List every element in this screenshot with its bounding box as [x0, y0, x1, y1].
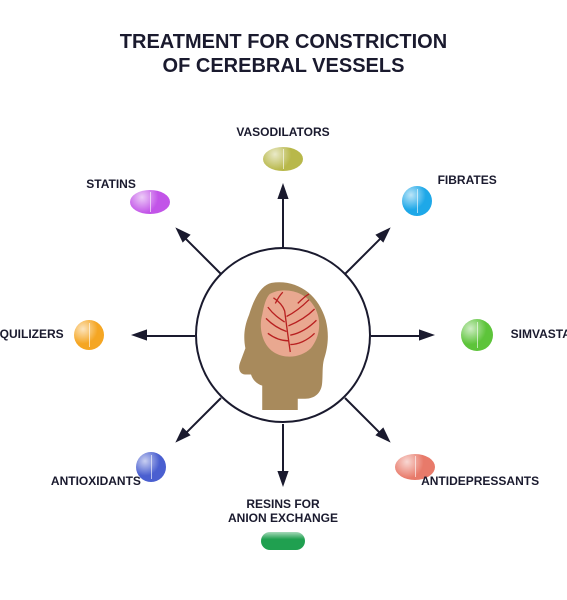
arrow [139, 335, 195, 337]
arrow-head [173, 429, 189, 445]
pill-icon [130, 190, 170, 214]
treatment-label: STATINS [86, 178, 136, 192]
arrow-head [131, 327, 147, 343]
arrow-head [173, 225, 189, 241]
page-title: TREATMENT FOR CONSTRICTION OF CEREBRAL V… [0, 30, 567, 78]
treatment-label: FIBRATES [438, 174, 497, 188]
pill-icon [263, 147, 303, 171]
treatment-label: ANTIOXIDANTS [51, 475, 141, 489]
arrow-head [377, 225, 393, 241]
treatment-label: SIMVASTATIN [511, 328, 567, 342]
treatment-label: ANTIDEPRESSANTS [421, 475, 539, 489]
arrow-head [275, 471, 291, 487]
arrow-head [419, 327, 435, 343]
arrow-head [377, 429, 393, 445]
pill-icon [402, 186, 432, 216]
pill-icon [461, 319, 493, 351]
pill-icon [136, 452, 166, 482]
diagram-canvas: TREATMENT FOR CONSTRICTION OF CEREBRAL V… [0, 0, 567, 600]
arrow-head [275, 183, 291, 199]
arrow [282, 192, 284, 248]
treatment-label: TRANQUILIZERS [0, 328, 64, 342]
head-brain-illustration [208, 266, 358, 416]
pill-icon [74, 320, 104, 350]
treatment-label: RESINS FOR ANION EXCHANGE [228, 498, 338, 526]
treatment-label: VASODILATORS [236, 126, 329, 140]
pill-icon [261, 532, 305, 550]
